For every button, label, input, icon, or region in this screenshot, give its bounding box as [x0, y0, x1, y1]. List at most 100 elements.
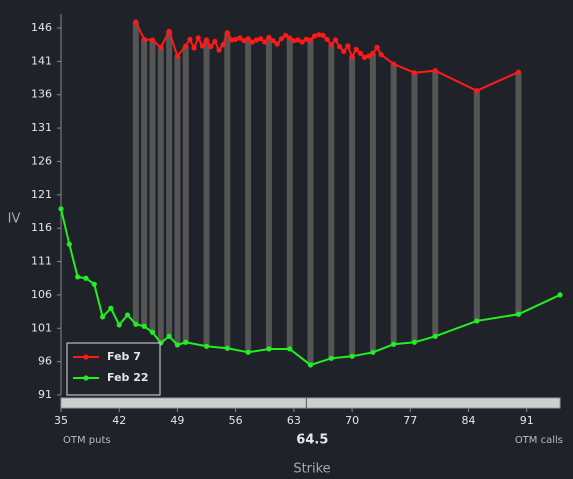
point: [291, 38, 297, 44]
point: [245, 349, 251, 355]
y-tick-label: 146: [31, 21, 52, 34]
point: [270, 38, 276, 44]
legend-box: [66, 342, 161, 396]
y-tick-label: 116: [31, 221, 52, 234]
point: [241, 38, 247, 44]
point: [328, 355, 334, 361]
point: [316, 32, 322, 38]
x-tick-label: 42: [112, 414, 126, 427]
point: [374, 44, 380, 50]
point: [266, 34, 272, 40]
point: [166, 28, 172, 34]
point: [212, 38, 218, 44]
legend-label: Feb 7: [107, 350, 141, 363]
point: [303, 36, 309, 42]
point: [361, 54, 368, 60]
point: [320, 32, 326, 38]
point: [228, 37, 235, 43]
y-tick-label: 111: [31, 255, 52, 268]
point: [224, 345, 230, 351]
spread-bar: [328, 44, 335, 359]
point: [91, 281, 97, 287]
point: [253, 37, 260, 43]
point: [349, 54, 355, 60]
point: [133, 19, 139, 25]
point: [195, 35, 201, 41]
point: [58, 206, 64, 212]
point: [353, 46, 359, 52]
point: [295, 37, 301, 43]
point: [75, 274, 81, 280]
point: [307, 362, 314, 368]
x-tick-label: 91: [520, 414, 534, 427]
point: [158, 44, 164, 50]
point: [324, 36, 330, 42]
point: [245, 36, 251, 42]
point: [366, 53, 372, 59]
spread-bar: [411, 72, 418, 343]
point: [328, 42, 334, 48]
point: [345, 43, 351, 49]
y-tick-label: 136: [31, 88, 52, 101]
point: [515, 69, 522, 75]
point: [299, 39, 305, 45]
point: [474, 318, 480, 324]
x-tick-label: 35: [54, 414, 68, 427]
point: [66, 241, 72, 247]
spread-bar: [141, 39, 148, 327]
point: [141, 323, 147, 329]
point: [278, 36, 284, 42]
spread-bar: [432, 70, 439, 337]
point: [216, 47, 222, 53]
point: [391, 341, 397, 347]
y-tick-label: 101: [31, 321, 52, 334]
point: [183, 43, 189, 49]
point: [149, 37, 156, 43]
x-tick-label: 77: [403, 414, 417, 427]
point: [141, 36, 147, 42]
y-tick-label: 141: [31, 54, 52, 67]
spread-bar: [224, 32, 231, 349]
point: [116, 322, 122, 328]
point: [432, 68, 438, 74]
point: [557, 292, 563, 298]
spread-bar: [132, 21, 139, 325]
spread-bar: [390, 64, 397, 345]
left-note: OTM puts: [63, 435, 111, 446]
point: [174, 342, 181, 348]
x-axis-label: Strike: [293, 462, 330, 477]
spread-bar: [307, 40, 314, 365]
point: [411, 339, 418, 345]
range-bar: [60, 397, 561, 409]
point: [312, 33, 318, 39]
point: [149, 329, 156, 335]
point: [187, 36, 193, 42]
point: [249, 39, 255, 45]
point: [370, 349, 376, 355]
point: [378, 52, 384, 58]
point: [332, 37, 339, 43]
point: [262, 39, 268, 45]
point: [357, 50, 363, 56]
point: [391, 61, 397, 67]
spread-bar: [369, 53, 376, 353]
legend-dot: [83, 375, 89, 381]
x-tick-label: 70: [345, 414, 359, 427]
point: [174, 53, 181, 59]
point: [341, 48, 347, 54]
spread-bar: [174, 56, 181, 345]
y-tick-label: 91: [38, 388, 52, 401]
point: [208, 44, 214, 50]
y-tick-label: 96: [38, 355, 52, 368]
point: [108, 305, 114, 311]
spread-bar: [349, 56, 356, 357]
y-tick-label: 126: [31, 154, 52, 167]
point: [307, 37, 314, 43]
legend-dot: [83, 354, 89, 360]
x-tick-label: 84: [462, 414, 476, 427]
spread-bar: [182, 46, 189, 343]
spread-bar: [166, 31, 173, 337]
point: [474, 88, 480, 94]
